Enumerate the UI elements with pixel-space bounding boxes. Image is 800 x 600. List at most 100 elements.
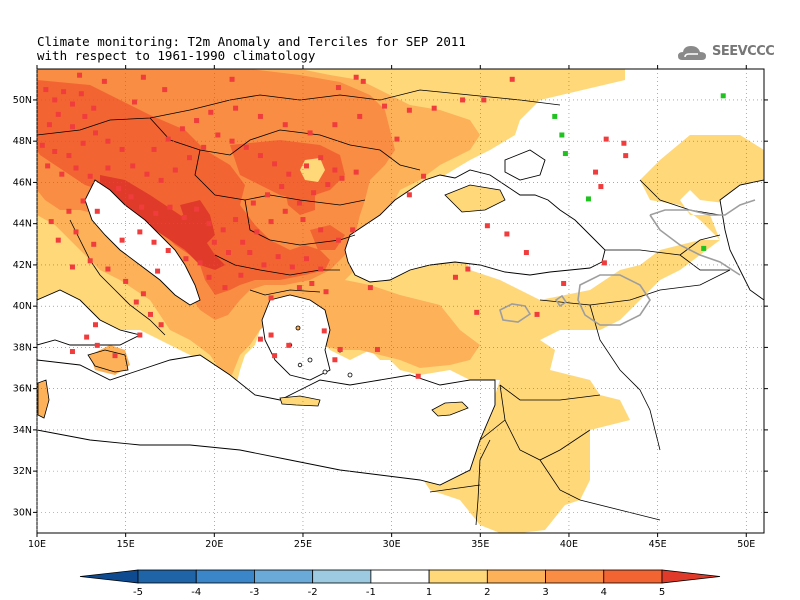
upper-tercile-marker (162, 87, 168, 93)
tyrrhenian-sea (37, 289, 142, 346)
lower-tercile-markers (552, 93, 726, 251)
upper-tercile-marker (621, 140, 627, 146)
upper-tercile-marker (452, 274, 458, 280)
upper-tercile-marker (318, 227, 324, 233)
lower-tercile-marker (720, 93, 726, 99)
upper-tercile-marker (247, 250, 253, 256)
upper-tercile-marker (55, 111, 61, 117)
upper-tercile-marker (158, 322, 164, 328)
upper-tercile-marker (116, 186, 122, 192)
upper-tercile-marker (394, 136, 400, 142)
upper-tercile-marker (265, 192, 271, 198)
upper-tercile-marker (474, 309, 480, 315)
upper-tercile-marker (282, 208, 288, 214)
upper-tercile-marker (48, 219, 54, 225)
upper-tercile-marker (238, 272, 244, 278)
colorbar-box (195, 569, 255, 584)
anomaly-band-4-5 (37, 80, 330, 295)
upper-tercile-marker (268, 295, 274, 301)
upper-tercile-marker (523, 250, 529, 256)
upper-tercile-marker (339, 175, 345, 181)
upper-tercile-marker (181, 214, 187, 220)
upper-tercile-marker (69, 349, 75, 355)
upper-tercile-marker (367, 285, 373, 291)
colorbar-label: -4 (191, 587, 201, 598)
upper-tercile-marker (484, 223, 490, 229)
anomaly-core-5plus-serbia (180, 200, 215, 245)
upper-tercile-marker (105, 266, 111, 272)
upper-tercile-marker (93, 322, 99, 328)
upper-tercile-marker (165, 247, 171, 253)
upper-tercile-marker (309, 280, 315, 286)
island-dot (295, 325, 301, 331)
black-sea (344, 169, 606, 283)
upper-tercile-marker (69, 124, 75, 130)
upper-tercile-marker (421, 173, 427, 179)
x-tick-label: 30E (383, 539, 401, 550)
upper-tercile-marker (243, 144, 249, 150)
upper-tercile-marker (87, 173, 93, 179)
colorbar-box (428, 569, 488, 584)
y-tick-label: 30N (13, 507, 32, 518)
upper-tercile-marker (94, 208, 100, 214)
upper-tercile-marker (229, 138, 235, 144)
upper-tercile-marker (601, 260, 607, 266)
upper-tercile-marker (509, 76, 515, 82)
upper-tercile-marker (69, 264, 75, 270)
upper-tercile-marker (261, 262, 267, 268)
y-tick-label: 32N (13, 466, 32, 477)
upper-tercile-marker (112, 353, 118, 359)
upper-tercile-marker (165, 136, 171, 142)
upper-tercile-marker (105, 165, 111, 171)
upper-tercile-marker (335, 237, 341, 243)
upper-tercile-marker (593, 169, 599, 175)
anomaly-shading (37, 69, 764, 533)
cloud-icon (678, 46, 706, 60)
colorbar-label: 2 (484, 587, 490, 598)
y-tick-label: 46N (13, 177, 32, 188)
colorbar-label: -5 (133, 587, 143, 598)
upper-tercile-marker (289, 264, 295, 270)
colorbar-box (603, 569, 663, 584)
upper-tercile-marker (415, 373, 421, 379)
y-tick-label: 50N (13, 95, 32, 106)
colorbar-label: -3 (249, 587, 259, 598)
upper-tercile-marker (350, 227, 356, 233)
upper-tercile-marker (286, 171, 292, 177)
upper-tercile-marker (481, 97, 487, 103)
colorbar-label: 5 (659, 587, 665, 598)
upper-tercile-marker (598, 184, 604, 190)
upper-tercile-marker (179, 126, 185, 132)
upper-tercile-marker (431, 105, 437, 111)
upper-tercile-marker (332, 357, 338, 363)
upper-tercile-marker (82, 113, 88, 119)
x-tick-label: 45E (649, 539, 667, 550)
upper-tercile-marker (39, 142, 45, 148)
colorbar-box (370, 569, 430, 584)
sea-of-azov (504, 149, 546, 181)
x-tick-label: 35E (471, 539, 489, 550)
upper-tercile-marker (194, 118, 200, 124)
upper-tercile-marker (465, 266, 471, 272)
colorbar-label: 3 (542, 587, 548, 598)
upper-tercile-marker (80, 140, 86, 146)
upper-tercile-marker (194, 206, 200, 212)
map-plot-area (37, 69, 764, 533)
x-tick-label: 10E (28, 539, 46, 550)
upper-tercile-marker (268, 332, 274, 338)
upper-tercile-marker (45, 163, 51, 169)
upper-tercile-marker (128, 194, 134, 200)
upper-tercile-marker (94, 342, 100, 348)
colorbar-box (545, 569, 605, 584)
y-tick-label: 38N (13, 342, 32, 353)
upper-tercile-marker (300, 217, 306, 223)
sardinia (37, 379, 50, 419)
upper-tercile-marker (87, 258, 93, 264)
upper-tercile-marker (151, 146, 157, 152)
upper-tercile-marker (321, 328, 327, 334)
upper-tercile-marker (335, 85, 341, 91)
upper-tercile-marker (504, 231, 510, 237)
upper-tercile-marker (105, 138, 111, 144)
upper-tercile-marker (155, 268, 161, 274)
